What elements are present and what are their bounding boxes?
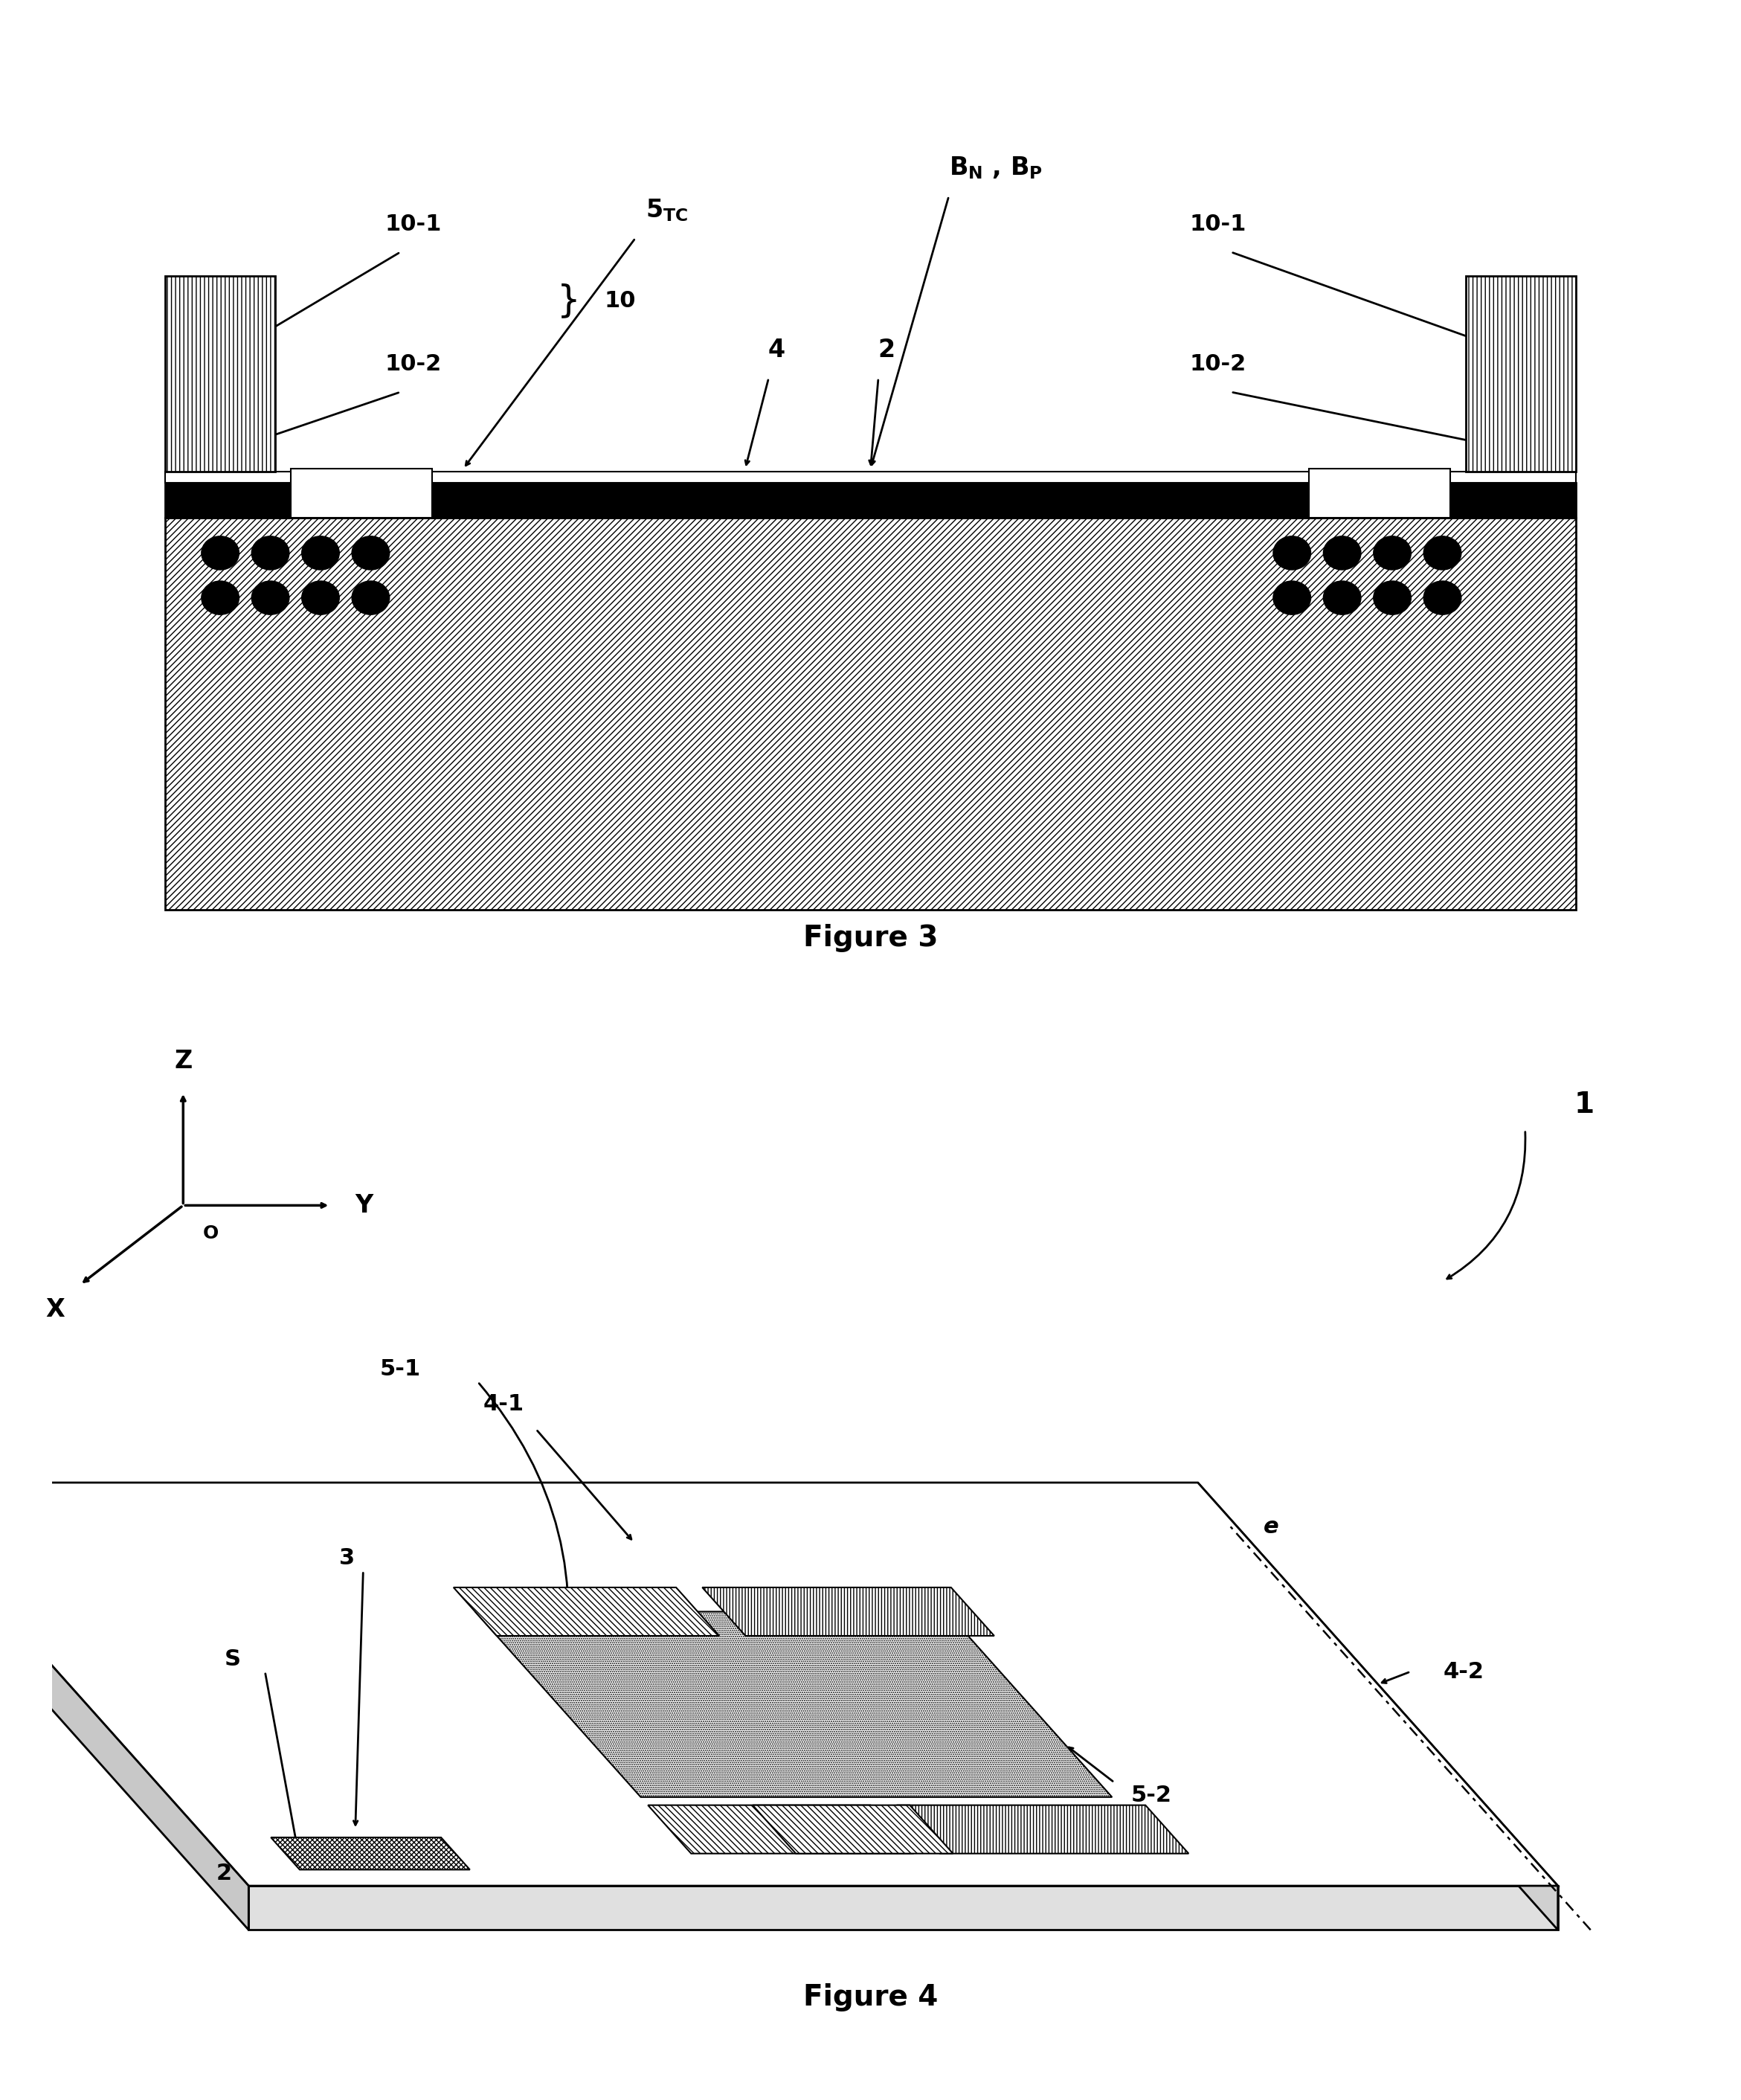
Polygon shape <box>0 1483 1558 1886</box>
Text: S: S <box>225 1649 240 1670</box>
Circle shape <box>202 582 239 615</box>
Circle shape <box>301 536 339 569</box>
Text: Z: Z <box>174 1048 192 1073</box>
Bar <box>165 483 1576 519</box>
Text: B$_\mathregular{N}$ , B$_\mathregular{P}$: B$_\mathregular{N}$ , B$_\mathregular{P}… <box>949 155 1043 181</box>
Circle shape <box>301 582 339 615</box>
Polygon shape <box>702 1588 994 1636</box>
Text: 3: 3 <box>339 1548 355 1569</box>
Circle shape <box>252 582 289 615</box>
Text: 4-2: 4-2 <box>1443 1661 1483 1682</box>
Bar <box>291 468 432 519</box>
Text: 2: 2 <box>216 1863 232 1884</box>
Circle shape <box>1323 582 1361 615</box>
Text: Figure 4: Figure 4 <box>803 1984 938 2012</box>
Text: }: } <box>557 284 581 319</box>
Bar <box>165 519 1576 909</box>
Bar <box>1466 275 1576 472</box>
Text: 1: 1 <box>1574 1090 1595 1119</box>
Text: 5-2: 5-2 <box>1130 1785 1172 1806</box>
Circle shape <box>1424 582 1461 615</box>
Circle shape <box>1374 536 1410 569</box>
Text: 10-2: 10-2 <box>1189 353 1247 374</box>
Polygon shape <box>752 1806 952 1854</box>
Text: 10-1: 10-1 <box>385 214 442 235</box>
Polygon shape <box>1198 1483 1558 1930</box>
Circle shape <box>1374 582 1410 615</box>
Polygon shape <box>648 1806 914 1854</box>
Circle shape <box>1323 536 1361 569</box>
Bar <box>165 275 275 472</box>
Text: 5-1: 5-1 <box>380 1359 421 1380</box>
Text: 10-1: 10-1 <box>1189 214 1247 235</box>
Text: 4: 4 <box>768 338 785 363</box>
Text: Y: Y <box>355 1193 373 1218</box>
Circle shape <box>1273 536 1311 569</box>
Text: 10: 10 <box>604 290 635 311</box>
Text: Figure 3: Figure 3 <box>803 924 938 951</box>
Text: X: X <box>45 1298 64 1321</box>
Circle shape <box>1273 582 1311 615</box>
Polygon shape <box>0 1483 249 1930</box>
Polygon shape <box>453 1588 719 1636</box>
Circle shape <box>1424 536 1461 569</box>
Polygon shape <box>475 1611 1112 1798</box>
Circle shape <box>352 582 390 615</box>
Circle shape <box>252 536 289 569</box>
Polygon shape <box>249 1886 1558 1930</box>
Text: 5$_\mathregular{TC}$: 5$_\mathregular{TC}$ <box>646 197 688 223</box>
Text: e: e <box>1264 1516 1278 1537</box>
Polygon shape <box>272 1838 470 1869</box>
Circle shape <box>202 536 239 569</box>
Bar <box>1309 468 1450 519</box>
Polygon shape <box>897 1806 1189 1854</box>
Circle shape <box>352 536 390 569</box>
Bar <box>165 473 1576 483</box>
Text: 4-1: 4-1 <box>482 1392 524 1415</box>
Text: 10-2: 10-2 <box>385 353 442 374</box>
Text: O: O <box>202 1224 219 1243</box>
Text: 2: 2 <box>877 338 895 363</box>
